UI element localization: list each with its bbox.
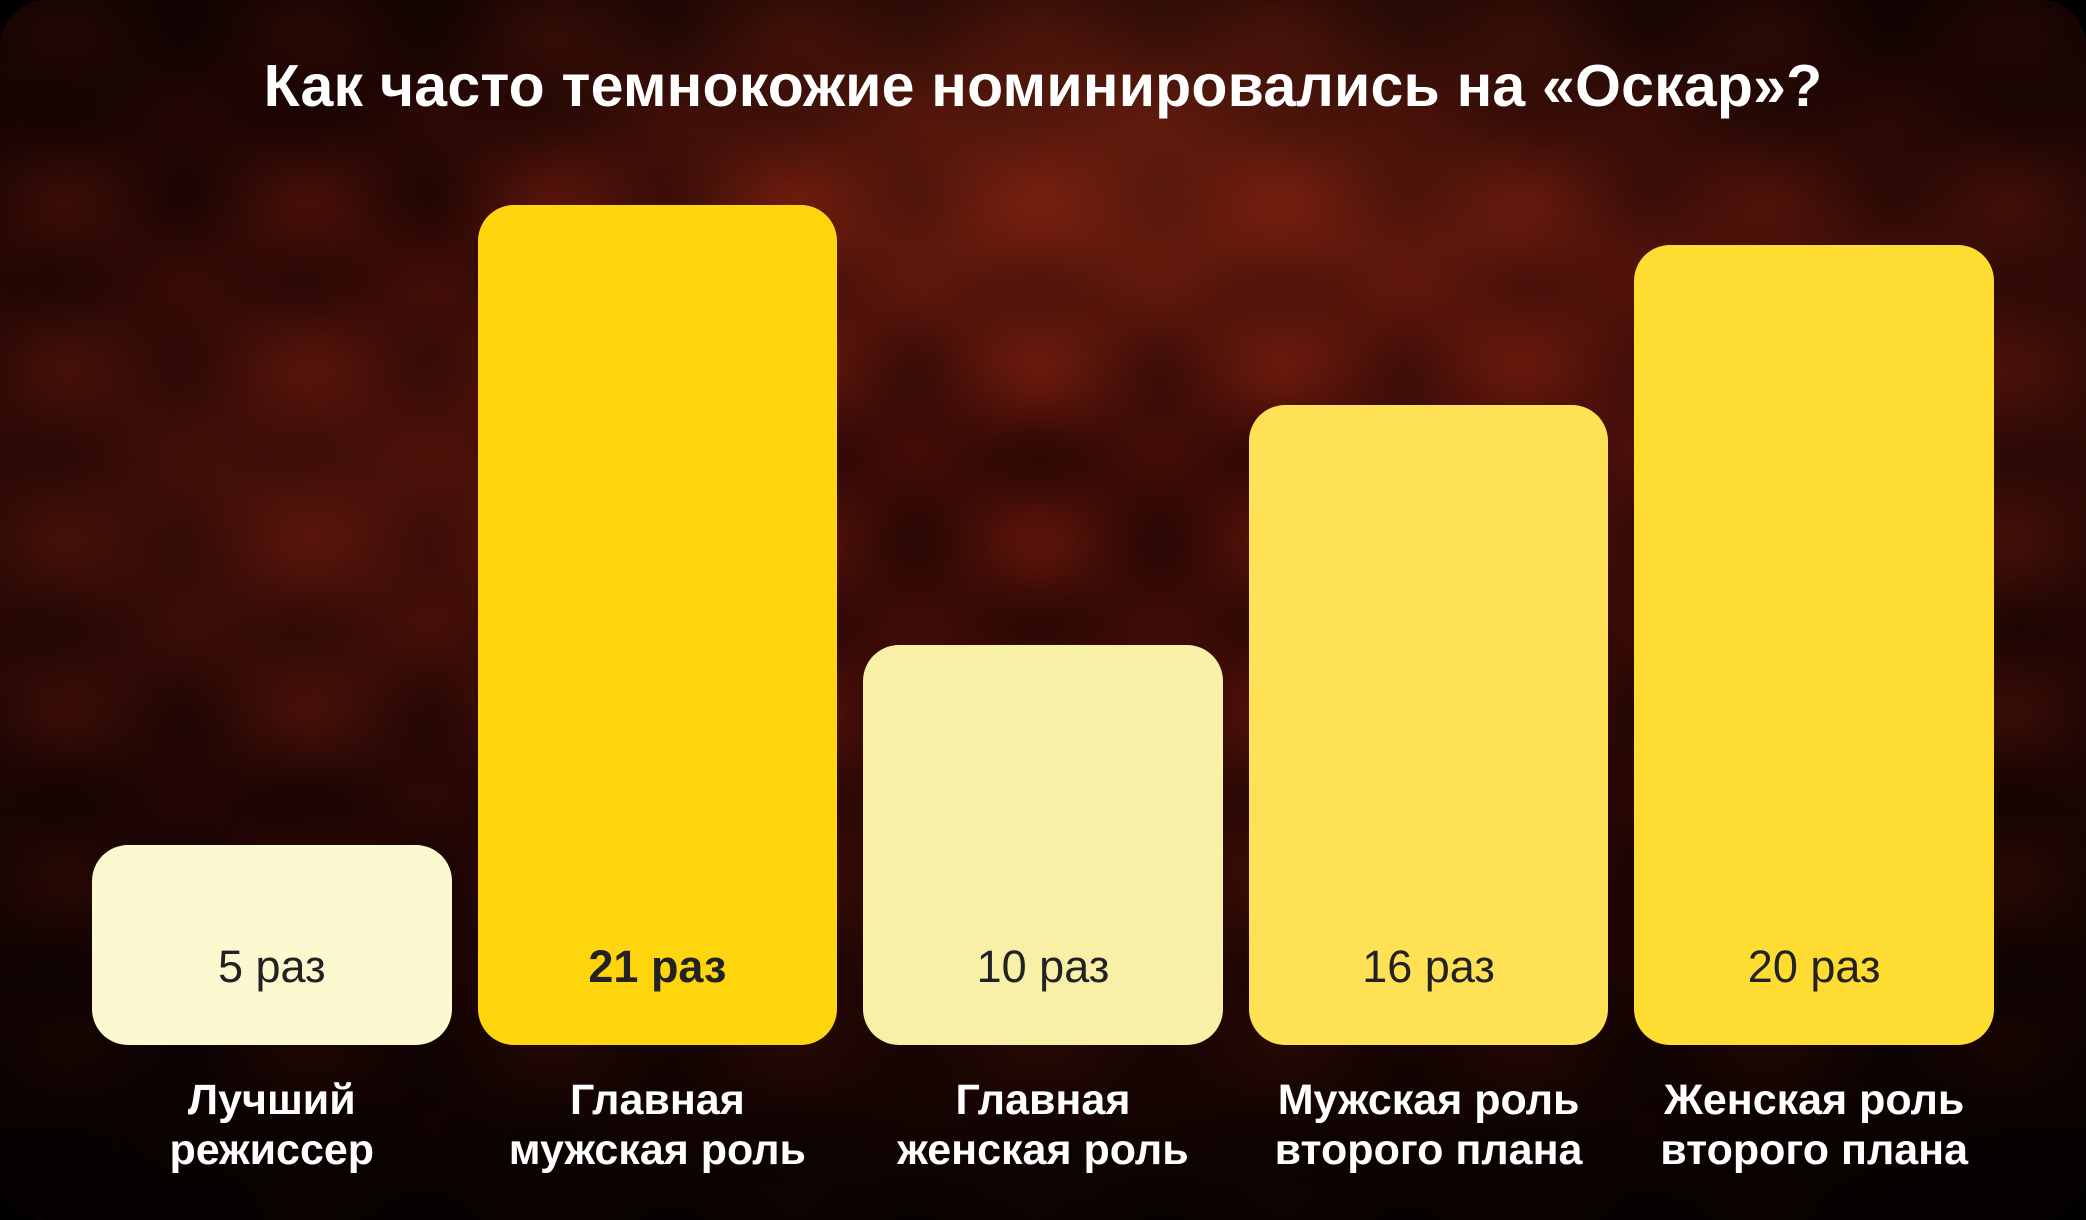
- bar-label-line: второго плана: [1660, 1126, 1969, 1175]
- bar-value-supporting-actor: 16 раз: [1362, 941, 1495, 992]
- bar-value-supporting-actress: 20 раз: [1747, 941, 1881, 992]
- bar-label-supporting-actress: Женская роль второго плана: [1634, 1076, 1994, 1176]
- bar-label-line: Мужская роль: [1277, 1076, 1580, 1125]
- bar-label-lead-actor: Главная мужская роль: [478, 1076, 838, 1176]
- bar-lead-actor: 21 раз: [477, 205, 838, 1045]
- bar-label-line: Лучший: [187, 1076, 356, 1125]
- bar-label-line: Женская роль: [1663, 1076, 1965, 1125]
- bar-value-lead-actress: 10 раз: [976, 941, 1110, 992]
- bar-lead-actress: 10 раз: [863, 645, 1223, 1045]
- bar-label-supporting-actor: Мужская роль второго плана: [1249, 1076, 1609, 1176]
- bar-chart: 5 раз 21 раз 10 раз 16 раз 20 раз: [92, 205, 1994, 1045]
- bar-label-line: женская роль: [897, 1126, 1189, 1175]
- bar-label-line: Главная: [569, 1076, 745, 1125]
- bar-label-best-director: Лучший режиссер: [92, 1076, 452, 1176]
- bar-label-line: второго плана: [1274, 1126, 1583, 1175]
- bar-value-lead-actor: 21 раз: [588, 941, 727, 992]
- bar-value-best-director: 5 раз: [217, 941, 326, 992]
- bar-label-line: режиссер: [169, 1126, 375, 1175]
- bar-supporting-actor: 16 раз: [1248, 405, 1609, 1045]
- bar-label-line: Главная: [955, 1076, 1131, 1125]
- bar-best-director: 5 раз: [92, 845, 452, 1045]
- category-labels: Лучший режиссер Главная мужская роль Гла…: [92, 1076, 1994, 1176]
- bar-supporting-actress: 20 раз: [1634, 245, 1994, 1045]
- page-title: Как часто темнокожие номинировались на «…: [263, 53, 1823, 119]
- bar-label-line: мужская роль: [508, 1126, 806, 1175]
- bar-label-lead-actress: Главная женская роль: [863, 1076, 1223, 1176]
